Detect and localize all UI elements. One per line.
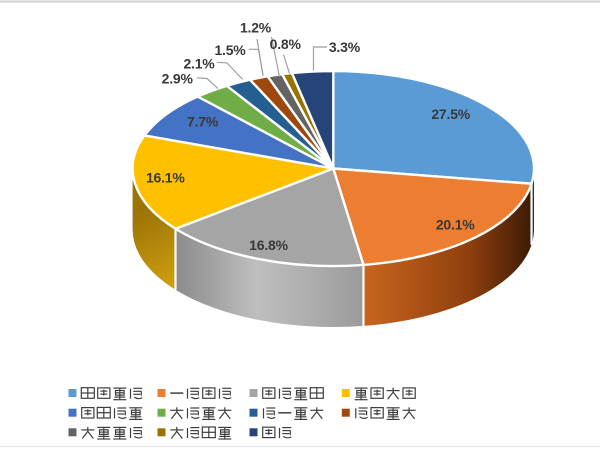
svg-text:20.1%: 20.1%: [436, 216, 475, 232]
svg-text:2.1%: 2.1%: [183, 56, 215, 72]
svg-text:1.5%: 1.5%: [214, 42, 246, 58]
svg-text:16.8%: 16.8%: [249, 237, 288, 253]
svg-text:16.1%: 16.1%: [146, 169, 185, 185]
svg-text:27.5%: 27.5%: [431, 106, 470, 122]
svg-text:7.7%: 7.7%: [187, 113, 219, 129]
svg-text:1.2%: 1.2%: [240, 20, 272, 36]
svg-text:2.9%: 2.9%: [162, 70, 194, 86]
svg-text:0.8%: 0.8%: [270, 36, 302, 52]
svg-text:3.3%: 3.3%: [329, 39, 361, 55]
